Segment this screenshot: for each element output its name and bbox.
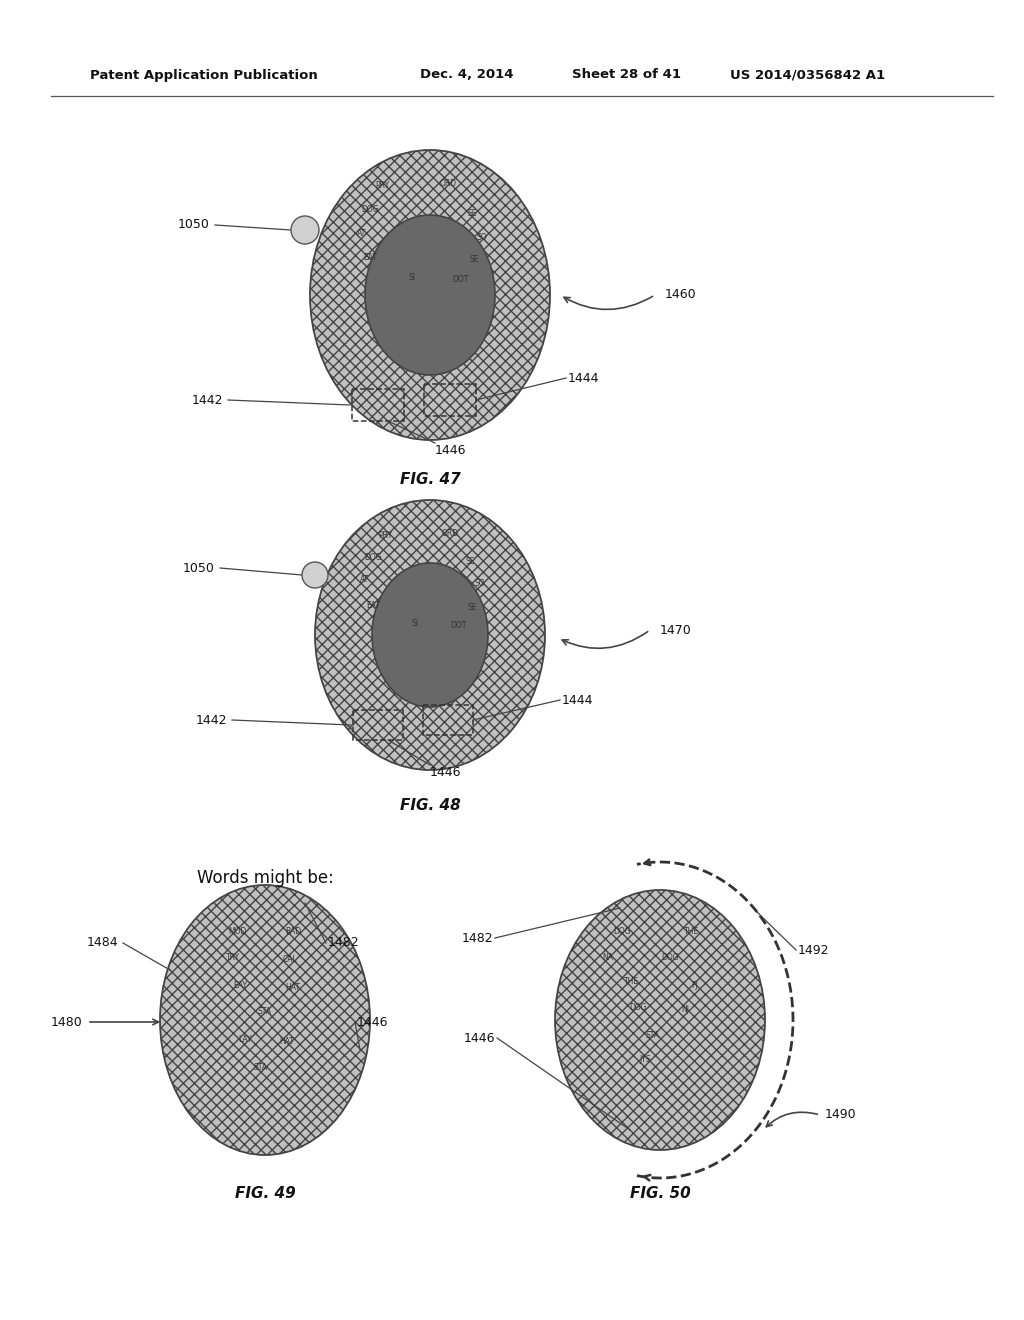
Text: ORD: ORD (439, 178, 457, 187)
Text: 1050: 1050 (183, 561, 215, 574)
Text: 1482: 1482 (328, 936, 359, 949)
Text: SE: SE (469, 256, 479, 264)
Text: DOG: DOG (629, 1003, 647, 1012)
Text: Sheet 28 of 41: Sheet 28 of 41 (572, 69, 681, 82)
Text: TRY: TRY (226, 953, 240, 962)
Ellipse shape (315, 500, 545, 770)
Text: DOG: DOG (662, 953, 679, 962)
Text: DOG: DOG (365, 553, 382, 561)
Text: ORD: ORD (441, 528, 459, 537)
Text: STA: STA (645, 1031, 659, 1040)
Text: AT: AT (360, 576, 370, 585)
Text: 1444: 1444 (562, 693, 594, 706)
Text: THE: THE (684, 928, 699, 936)
Text: FJ: FJ (691, 981, 698, 990)
Text: SE: SE (467, 603, 477, 612)
Text: DOT: DOT (450, 620, 466, 630)
Text: 1480: 1480 (50, 1015, 82, 1028)
Text: Dec. 4, 2014: Dec. 4, 2014 (420, 69, 513, 82)
Circle shape (291, 216, 319, 244)
Text: 1490: 1490 (825, 1109, 857, 1122)
Text: DOG: DOG (361, 206, 379, 214)
Text: 1446: 1446 (435, 444, 467, 457)
Text: NJ: NJ (681, 1006, 689, 1015)
Text: FIG. 48: FIG. 48 (399, 797, 461, 813)
Text: 1470: 1470 (660, 623, 692, 636)
Text: PRY: PRY (378, 531, 392, 540)
Text: 1442: 1442 (191, 393, 223, 407)
Text: SE: SE (465, 557, 475, 565)
Text: HAT: HAT (280, 1038, 295, 1047)
Text: FIG. 49: FIG. 49 (234, 1185, 295, 1200)
Text: 1050: 1050 (178, 219, 210, 231)
Ellipse shape (555, 890, 765, 1150)
Text: 1460: 1460 (665, 289, 696, 301)
Ellipse shape (365, 215, 495, 375)
Text: BAD: BAD (285, 928, 301, 936)
Text: STA: STA (258, 1007, 272, 1016)
Text: EAY: EAY (233, 981, 247, 990)
Text: 1482: 1482 (462, 932, 493, 945)
Circle shape (302, 562, 328, 587)
Text: THE: THE (625, 978, 640, 986)
Text: FIG. 47: FIG. 47 (399, 473, 461, 487)
Text: LAY: LAY (239, 1035, 252, 1044)
Text: FIG. 50: FIG. 50 (630, 1185, 690, 1200)
Text: HAT: HAT (286, 983, 300, 993)
Text: SO: SO (475, 578, 485, 587)
Text: JYS: JYS (639, 1056, 651, 1064)
Text: PRY: PRY (375, 181, 389, 190)
Text: SO: SO (477, 232, 487, 242)
Text: SI: SI (409, 272, 416, 281)
Text: 1446: 1446 (430, 766, 462, 779)
Text: AT: AT (357, 228, 367, 238)
Text: STA: STA (253, 1064, 267, 1072)
Text: SI: SI (412, 619, 419, 627)
Text: 1446: 1446 (357, 1015, 388, 1028)
Text: Words might be:: Words might be: (197, 869, 334, 887)
Text: 1442: 1442 (196, 714, 227, 726)
Text: 1444: 1444 (568, 371, 599, 384)
Text: CAL: CAL (283, 956, 297, 965)
Text: SE: SE (467, 209, 477, 218)
Text: 1492: 1492 (798, 944, 829, 957)
Text: NA: NA (602, 953, 613, 962)
Ellipse shape (310, 150, 550, 440)
Text: MOD: MOD (227, 928, 246, 936)
Text: Patent Application Publication: Patent Application Publication (90, 69, 317, 82)
Text: US 2014/0356842 A1: US 2014/0356842 A1 (730, 69, 885, 82)
Text: EAT: EAT (366, 601, 380, 610)
Text: DOT: DOT (452, 276, 468, 285)
Ellipse shape (160, 884, 370, 1155)
Text: 1446: 1446 (464, 1031, 495, 1044)
Text: EAT: EAT (362, 252, 377, 261)
Ellipse shape (372, 564, 488, 708)
Text: 1484: 1484 (86, 936, 118, 949)
Text: DOG: DOG (613, 928, 631, 936)
